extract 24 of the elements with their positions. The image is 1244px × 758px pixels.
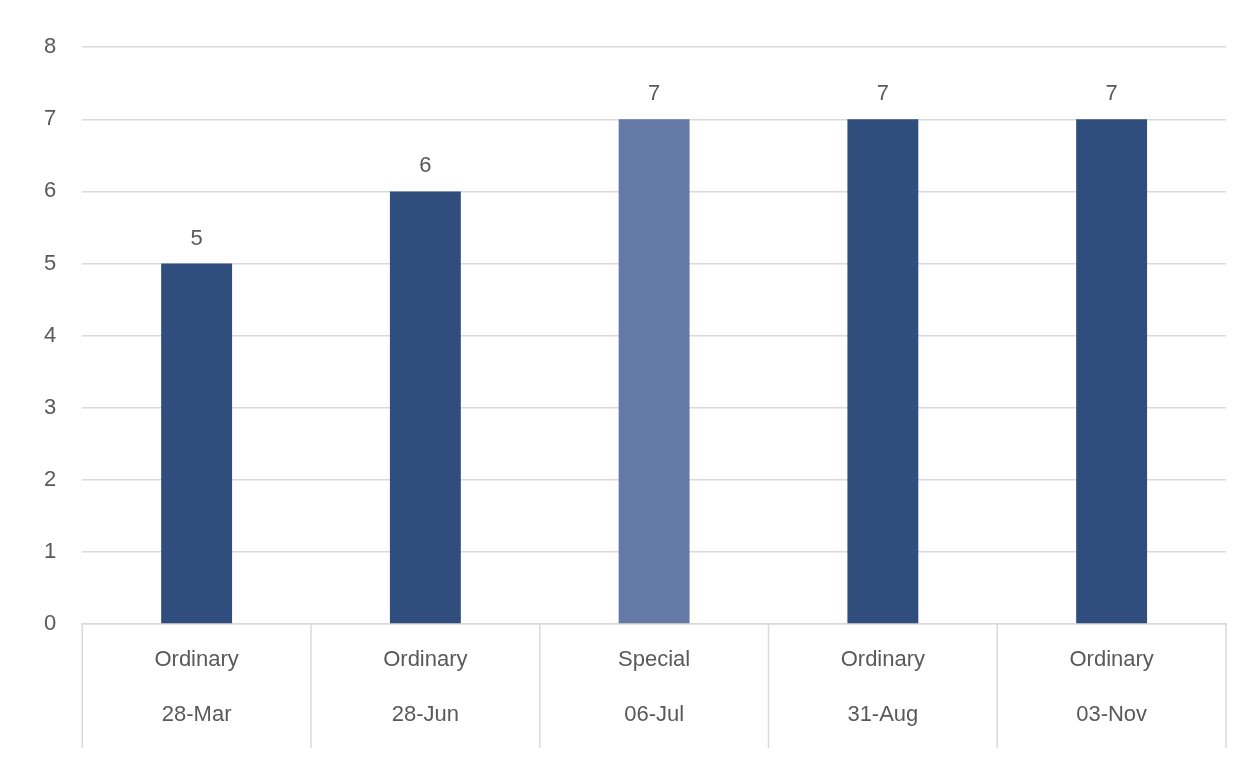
bar — [389, 191, 461, 624]
category-label: Ordinary 03-Nov — [1069, 645, 1154, 726]
y-tick-label: 1 — [43, 537, 57, 563]
category-label: Ordinary 28-Jun — [383, 645, 468, 726]
bar — [618, 119, 690, 624]
category-label: Ordinary 31-Aug — [840, 645, 926, 726]
bar — [1076, 119, 1148, 624]
category-label: Ordinary 28-Mar — [154, 645, 239, 726]
data-label: 6 — [419, 152, 432, 178]
bar — [847, 119, 919, 624]
category-label: Special 06-Jul — [618, 645, 691, 726]
y-tick-label: 2 — [43, 465, 57, 491]
y-tick-label: 7 — [43, 105, 57, 131]
y-tick-label: 4 — [43, 321, 57, 347]
y-tick-label: 8 — [43, 33, 57, 59]
y-tick-label: 0 — [43, 610, 57, 636]
data-label: 7 — [1105, 80, 1118, 106]
y-tick-label: 6 — [43, 177, 57, 203]
y-tick-label: 3 — [43, 393, 57, 419]
data-label: 7 — [647, 80, 661, 106]
data-label: 7 — [876, 80, 889, 106]
bar — [161, 263, 233, 624]
y-tick-label: 5 — [43, 249, 57, 275]
data-label: 5 — [190, 224, 203, 250]
